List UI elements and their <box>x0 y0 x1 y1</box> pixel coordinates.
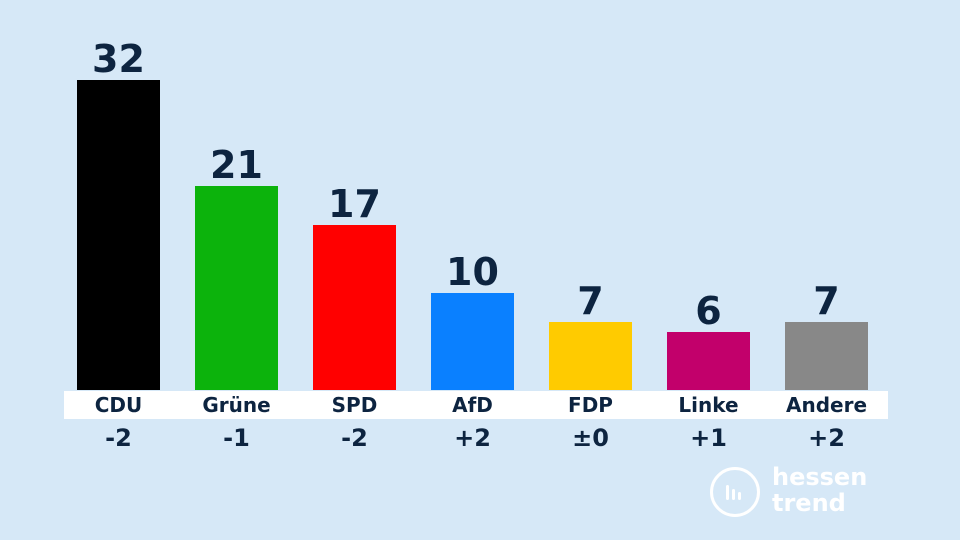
bar-fdp <box>549 322 632 390</box>
logo-wordmark: hessen trend <box>772 464 867 516</box>
hessentrend-logo: hessen trend <box>710 464 890 524</box>
change-label: +2 <box>808 424 845 452</box>
category-label-band <box>64 391 888 419</box>
logo-text-hessen: hessen <box>772 463 868 491</box>
category-label: CDU <box>94 393 143 417</box>
category-label: AfD <box>452 393 493 417</box>
change-label: -2 <box>105 424 132 452</box>
change-label: ±0 <box>572 424 609 452</box>
value-label: 7 <box>577 279 604 323</box>
bar-afd <box>431 293 514 390</box>
value-label: 21 <box>210 143 263 187</box>
logo-text-trend: trend <box>772 489 846 517</box>
value-label: 7 <box>813 279 840 323</box>
bar-linke <box>667 332 750 390</box>
category-label: FDP <box>568 393 613 417</box>
change-label: -2 <box>341 424 368 452</box>
category-label: SPD <box>331 393 378 417</box>
bar-chart-logo-icon <box>710 467 760 517</box>
change-label: +1 <box>690 424 727 452</box>
category-label: Grüne <box>202 393 271 417</box>
change-label: -1 <box>223 424 250 452</box>
value-label: 6 <box>695 289 722 333</box>
value-label: 32 <box>92 37 145 81</box>
change-label: +2 <box>454 424 491 452</box>
category-label: Andere <box>785 393 868 417</box>
category-label: Linke <box>678 393 739 417</box>
bar-cdu <box>77 80 160 390</box>
bar-andere <box>785 322 868 390</box>
bar-grüne <box>195 186 278 390</box>
value-label: 10 <box>446 250 499 294</box>
bar-spd <box>313 225 396 390</box>
value-label: 17 <box>328 182 381 226</box>
